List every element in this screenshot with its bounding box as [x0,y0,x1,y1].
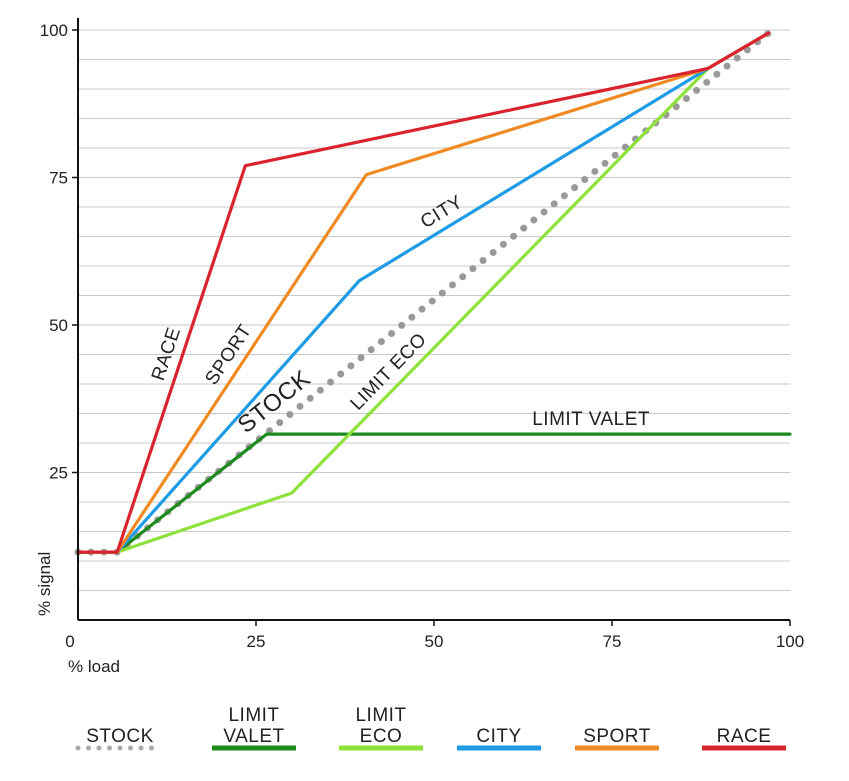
y-axis-title: % signal [35,552,54,616]
series-label-city: CITY [417,192,467,233]
legend-label: CITY [476,726,521,747]
series-lines [74,29,792,556]
legend-item: CITY [457,726,541,751]
series-label-limit-valet: LIMIT VALET [532,409,650,430]
y-tick-label: 75 [49,169,68,188]
x-tick-label: 50 [425,632,444,651]
tick-labels: 25 50 75 100 0 25 50 75 100 [40,21,805,651]
x-tick-label: 25 [247,632,266,651]
legend-item: SPORT [575,726,659,751]
x-axis-title: % load [68,657,120,676]
y-tick-label: 50 [49,316,68,335]
series-label-race: RACE [148,325,185,384]
legend-label: RACE [717,726,772,747]
x-tick-label: 75 [603,632,622,651]
legend-label: LIMIT [228,705,279,726]
series-line-race [76,31,771,554]
legend-item: RACE [702,726,786,751]
x-tick-label: 100 [776,632,804,651]
legend-label: ECO [360,726,403,747]
y-tick-label: 100 [40,21,68,40]
legend-label: LIMIT [355,705,406,726]
grid [78,29,790,591]
series-line-limit-eco [76,31,771,554]
legend-label: SPORT [583,726,651,747]
y-tick-label: 25 [49,464,68,483]
legend-label: VALET [223,726,284,747]
series-label-limit-eco: LIMIT ECO [347,329,431,415]
legend-item: STOCK [75,726,165,751]
x-tick-label: 0 [65,632,74,651]
legend-label: STOCK [86,726,154,747]
